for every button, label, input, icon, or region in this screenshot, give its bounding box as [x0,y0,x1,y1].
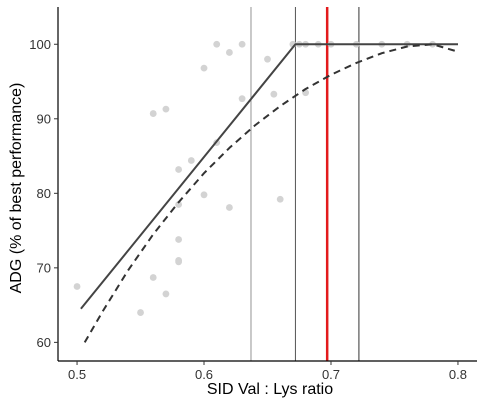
data-point [238,95,246,103]
y-tick-label: 100 [29,37,51,52]
solid-fit-line [80,43,458,310]
data-point [162,105,170,113]
data-point [175,236,183,243]
data-point [73,283,81,290]
data-point [162,290,170,298]
y-axis-title: ADG (% of best performance) [8,83,25,294]
data-point [175,258,183,266]
data-point [137,309,144,316]
data-point [187,157,195,164]
data-point [175,201,183,208]
y-tick-label: 60 [37,335,51,350]
x-tick-label: 0.6 [195,367,213,382]
data-point [149,274,157,281]
fit-lines [80,43,459,343]
data-point [213,40,221,48]
tick-labels: 0.5 0.6 0.7 0.8 60 70 80 90 100 [29,37,467,382]
data-point [270,90,278,98]
data-point [200,64,208,72]
data-point [200,191,208,199]
data-point [276,195,284,203]
x-tick-label: 0.8 [449,367,467,382]
dashed-fit-line [83,43,459,343]
x-tick-label: 0.7 [322,367,340,382]
y-tick-label: 90 [37,111,51,126]
y-tick-label: 80 [37,186,51,201]
data-point [149,110,157,117]
data-point [264,55,271,63]
x-axis-title: SID Val : Lys ratio [207,381,333,398]
data-point [226,49,233,56]
data-point [226,204,233,211]
data-point [238,40,246,48]
axes [54,7,477,365]
x-tick-label: 0.5 [68,367,86,382]
data-points [73,40,436,316]
y-tick-label: 70 [37,260,51,275]
data-point [175,166,183,173]
reference-lines [250,7,360,361]
